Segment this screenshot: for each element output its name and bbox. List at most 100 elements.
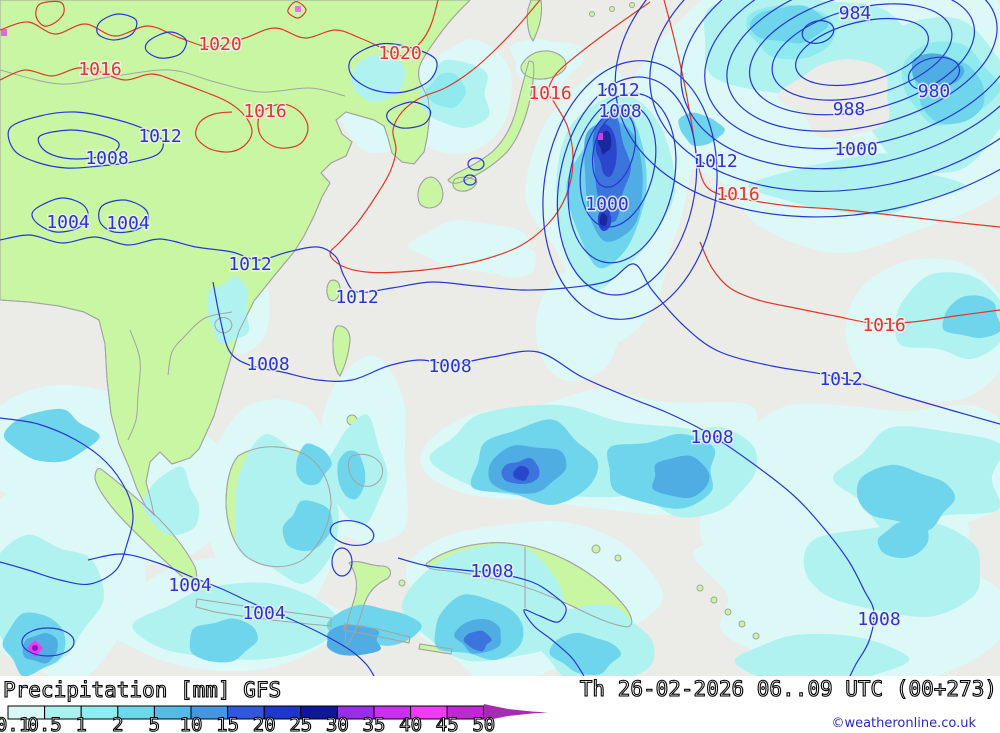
precip-cell bbox=[748, 153, 966, 216]
colorbar-tick-label: 50 bbox=[472, 714, 495, 733]
island bbox=[591, 544, 601, 554]
isobar-blue bbox=[0, 234, 1000, 425]
precip-cell bbox=[142, 466, 200, 536]
isobar-red bbox=[663, 0, 1000, 228]
colorbar-tick-label: 1 bbox=[75, 714, 86, 733]
isobar-blue bbox=[386, 101, 432, 129]
island bbox=[398, 579, 406, 587]
island bbox=[696, 584, 704, 592]
precip-cell bbox=[296, 443, 332, 486]
isobar-label: 1012 bbox=[335, 287, 378, 308]
isobar-label: 980 bbox=[918, 81, 951, 102]
isobar-label: 1004 bbox=[106, 213, 149, 234]
precip-cell bbox=[535, 268, 621, 382]
isobar-label: 1008 bbox=[690, 427, 733, 448]
isobar-red bbox=[0, 0, 439, 57]
isobar-blue-ring bbox=[649, 0, 1000, 193]
isobar-blue-ring bbox=[614, 0, 1000, 218]
colorbar-tick-label: 35 bbox=[363, 714, 386, 733]
precip-cell bbox=[911, 53, 965, 88]
coastline bbox=[447, 60, 535, 184]
precip-cell bbox=[877, 522, 929, 559]
precip-cell bbox=[351, 54, 405, 103]
isobar-blue-ring bbox=[680, 0, 1000, 170]
island bbox=[609, 6, 615, 12]
precip-cell bbox=[471, 244, 536, 278]
isobar-blue bbox=[144, 31, 188, 59]
colorbar-tick-label: 30 bbox=[326, 714, 349, 733]
isobar-blue-ring bbox=[467, 157, 485, 171]
isobar-blue-ring bbox=[331, 547, 353, 577]
isobar-label: 1000 bbox=[834, 139, 877, 160]
coastline bbox=[343, 623, 411, 644]
isobar-blue-ring bbox=[463, 174, 477, 186]
isobar-label: 1012 bbox=[138, 126, 181, 147]
island bbox=[589, 11, 595, 17]
coastline bbox=[344, 561, 391, 647]
isobar-blue bbox=[397, 557, 585, 676]
precip-extreme-cell bbox=[598, 133, 603, 140]
coastline bbox=[452, 176, 478, 192]
isobar-blue-ring bbox=[567, 92, 677, 264]
island bbox=[629, 2, 635, 8]
isobar-blue-ring bbox=[329, 519, 375, 547]
colorbar-tick-label: 5 bbox=[149, 714, 160, 733]
copyright-credit: ©weatheronline.co.uk bbox=[831, 716, 976, 731]
precip-cell bbox=[282, 500, 333, 551]
country-border bbox=[167, 311, 233, 376]
precip-cell bbox=[734, 633, 910, 676]
coastline bbox=[417, 176, 444, 209]
colorbar-tick-label: 15 bbox=[216, 714, 239, 733]
isobar-blue-ring bbox=[542, 60, 718, 320]
precip-cell bbox=[513, 465, 530, 481]
isobar-label: 1012 bbox=[819, 369, 862, 390]
isobar-label: 984 bbox=[839, 3, 872, 24]
isobar-blue-ring bbox=[771, 3, 953, 101]
isobar-label: 1016 bbox=[78, 59, 121, 80]
isobar-blue-ring bbox=[801, 20, 835, 44]
precip-extreme-cell bbox=[1, 29, 7, 36]
isobar-blue-ring bbox=[748, 0, 976, 116]
island bbox=[738, 620, 746, 628]
isobar-label: 1004 bbox=[242, 603, 285, 624]
colorbar-tick-label: 0.5 bbox=[27, 714, 61, 733]
isobar-blue-ring bbox=[556, 76, 698, 296]
isobar-blue bbox=[212, 281, 875, 676]
legend-scale-labels: 0.10.5 1 2 5 10 15 20 25 30 35 40 45 50 bbox=[0, 713, 496, 733]
precip-cell bbox=[803, 521, 981, 617]
map-title: Precipitation [mm] GFS bbox=[3, 678, 281, 702]
coastline bbox=[418, 643, 453, 655]
precip-cell bbox=[463, 630, 492, 652]
coastline bbox=[520, 50, 567, 80]
isobar-blue bbox=[98, 199, 150, 234]
isobar-label: 1012 bbox=[228, 254, 271, 275]
colorbar-tick-label: 25 bbox=[289, 714, 312, 733]
precip-extreme-cell bbox=[295, 6, 301, 12]
isobar-label: 1000 bbox=[585, 194, 628, 215]
isobar-label: 1016 bbox=[862, 315, 905, 336]
isobar-blue-ring bbox=[591, 112, 637, 188]
island bbox=[614, 554, 622, 562]
country-border bbox=[127, 329, 141, 441]
precip-extreme-core bbox=[32, 645, 38, 651]
isobar-label: 1020 bbox=[198, 34, 241, 55]
isobar-blue bbox=[96, 13, 138, 41]
precip-cell bbox=[942, 295, 1000, 339]
isobar-label: 1016 bbox=[528, 83, 571, 104]
precip-cell bbox=[207, 276, 250, 345]
island bbox=[724, 608, 732, 616]
isobar-red bbox=[287, 1, 307, 19]
precip-cell bbox=[652, 455, 710, 499]
isobar-label: 1008 bbox=[470, 561, 513, 582]
colorbar-tick-label: 10 bbox=[180, 714, 203, 733]
country-border bbox=[0, 69, 346, 97]
coastline bbox=[225, 446, 332, 568]
colorbar-tick-label: 20 bbox=[253, 714, 276, 733]
colorbar-overflow-arrow bbox=[483, 704, 548, 721]
isobar-blue-ring bbox=[579, 104, 657, 228]
isobar-blue bbox=[348, 42, 438, 94]
isobar-label: 1016 bbox=[243, 101, 286, 122]
